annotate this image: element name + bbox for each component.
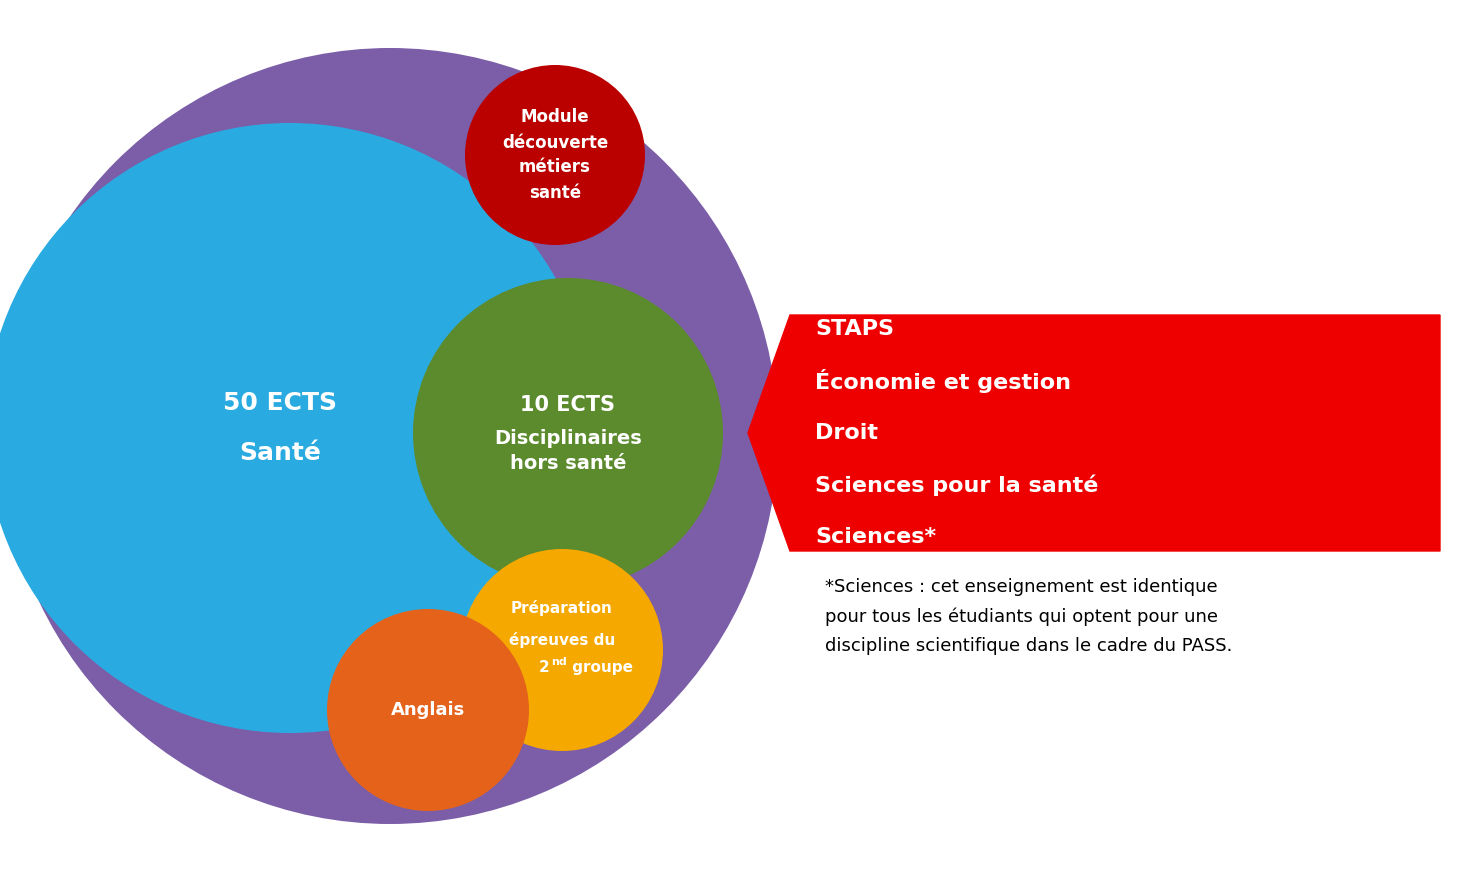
Text: 50 ECTS: 50 ECTS [223, 391, 337, 415]
Text: groupe: groupe [566, 660, 634, 675]
Text: Disciplinaires
hors santé: Disciplinaires hors santé [493, 429, 642, 473]
Text: 10 ECTS: 10 ECTS [521, 395, 616, 415]
Text: épreuves du: épreuves du [510, 632, 615, 648]
Circle shape [327, 609, 529, 811]
Text: Module
découverte
métiers
santé: Module découverte métiers santé [502, 108, 609, 202]
Text: STAPS: STAPS [815, 319, 894, 339]
Text: Sciences*: Sciences* [815, 527, 936, 547]
Text: Anglais: Anglais [391, 701, 466, 719]
Text: Droit: Droit [815, 423, 877, 443]
Circle shape [1, 48, 778, 824]
Circle shape [464, 65, 645, 245]
Text: Santé: Santé [239, 441, 321, 465]
Circle shape [461, 549, 663, 751]
Circle shape [413, 278, 723, 588]
Text: 2: 2 [539, 660, 550, 675]
Text: Préparation: Préparation [511, 600, 613, 616]
Circle shape [0, 123, 596, 733]
Polygon shape [748, 315, 1440, 551]
Text: Sciences pour la santé: Sciences pour la santé [815, 474, 1098, 496]
Text: *Sciences : cet enseignement est identique
pour tous les étudiants qui optent po: *Sciences : cet enseignement est identiq… [825, 578, 1232, 656]
Text: nd: nd [550, 657, 566, 667]
Text: Économie et gestion: Économie et gestion [815, 369, 1072, 393]
